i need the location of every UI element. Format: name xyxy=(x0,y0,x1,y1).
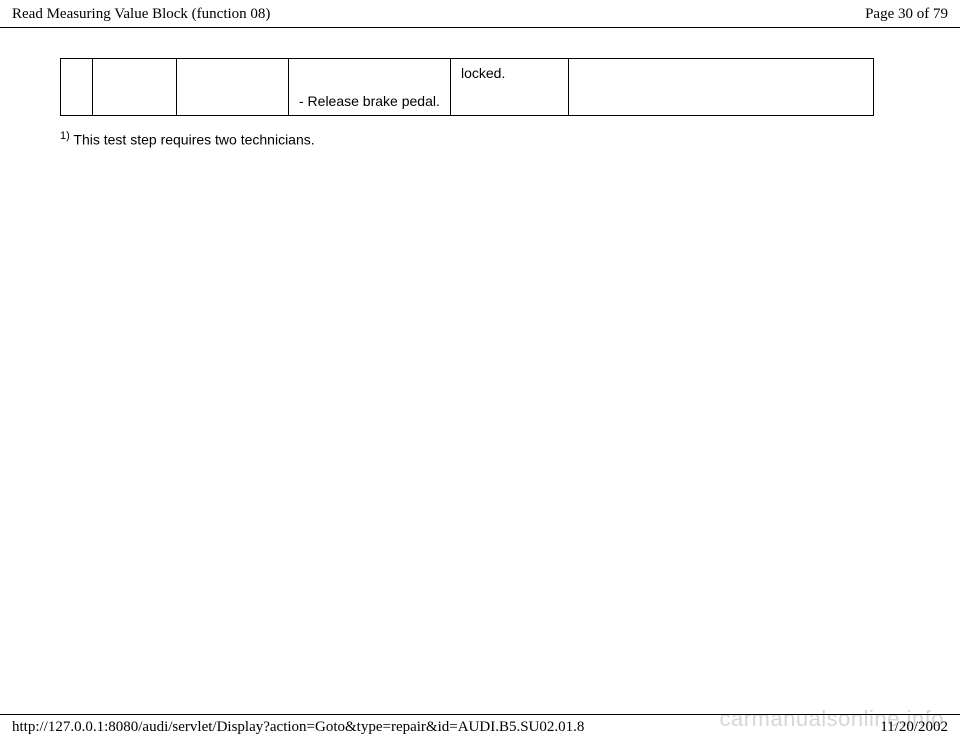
table-cell xyxy=(289,59,451,88)
table-cell xyxy=(61,59,93,88)
table-cell xyxy=(93,87,177,116)
footnote-marker: 1) xyxy=(60,130,70,142)
table-row: locked. xyxy=(61,59,874,88)
table-cell xyxy=(177,87,289,116)
table-cell xyxy=(61,87,93,116)
footer-date: 11/20/2002 xyxy=(880,719,948,736)
table-cell xyxy=(451,87,569,116)
footnote: 1) This test step requires two technicia… xyxy=(60,130,948,148)
page-content: locked. - Release brake pedal. 1) This t… xyxy=(0,58,960,148)
table-cell: - Release brake pedal. xyxy=(289,87,451,116)
measuring-value-table: locked. - Release brake pedal. xyxy=(60,58,874,116)
table-cell xyxy=(569,59,874,88)
table-cell xyxy=(569,87,874,116)
page-header: Read Measuring Value Block (function 08)… xyxy=(0,0,960,28)
header-page-indicator: Page 30 of 79 xyxy=(865,6,948,23)
header-title: Read Measuring Value Block (function 08) xyxy=(12,6,270,23)
page-footer: http://127.0.0.1:8080/audi/servlet/Displ… xyxy=(0,714,960,742)
table-row: - Release brake pedal. xyxy=(61,87,874,116)
table-cell xyxy=(177,59,289,88)
footer-url: http://127.0.0.1:8080/audi/servlet/Displ… xyxy=(12,719,584,736)
table-cell: locked. xyxy=(451,59,569,88)
footnote-text: This test step requires two technicians. xyxy=(73,132,314,148)
table-cell xyxy=(93,59,177,88)
